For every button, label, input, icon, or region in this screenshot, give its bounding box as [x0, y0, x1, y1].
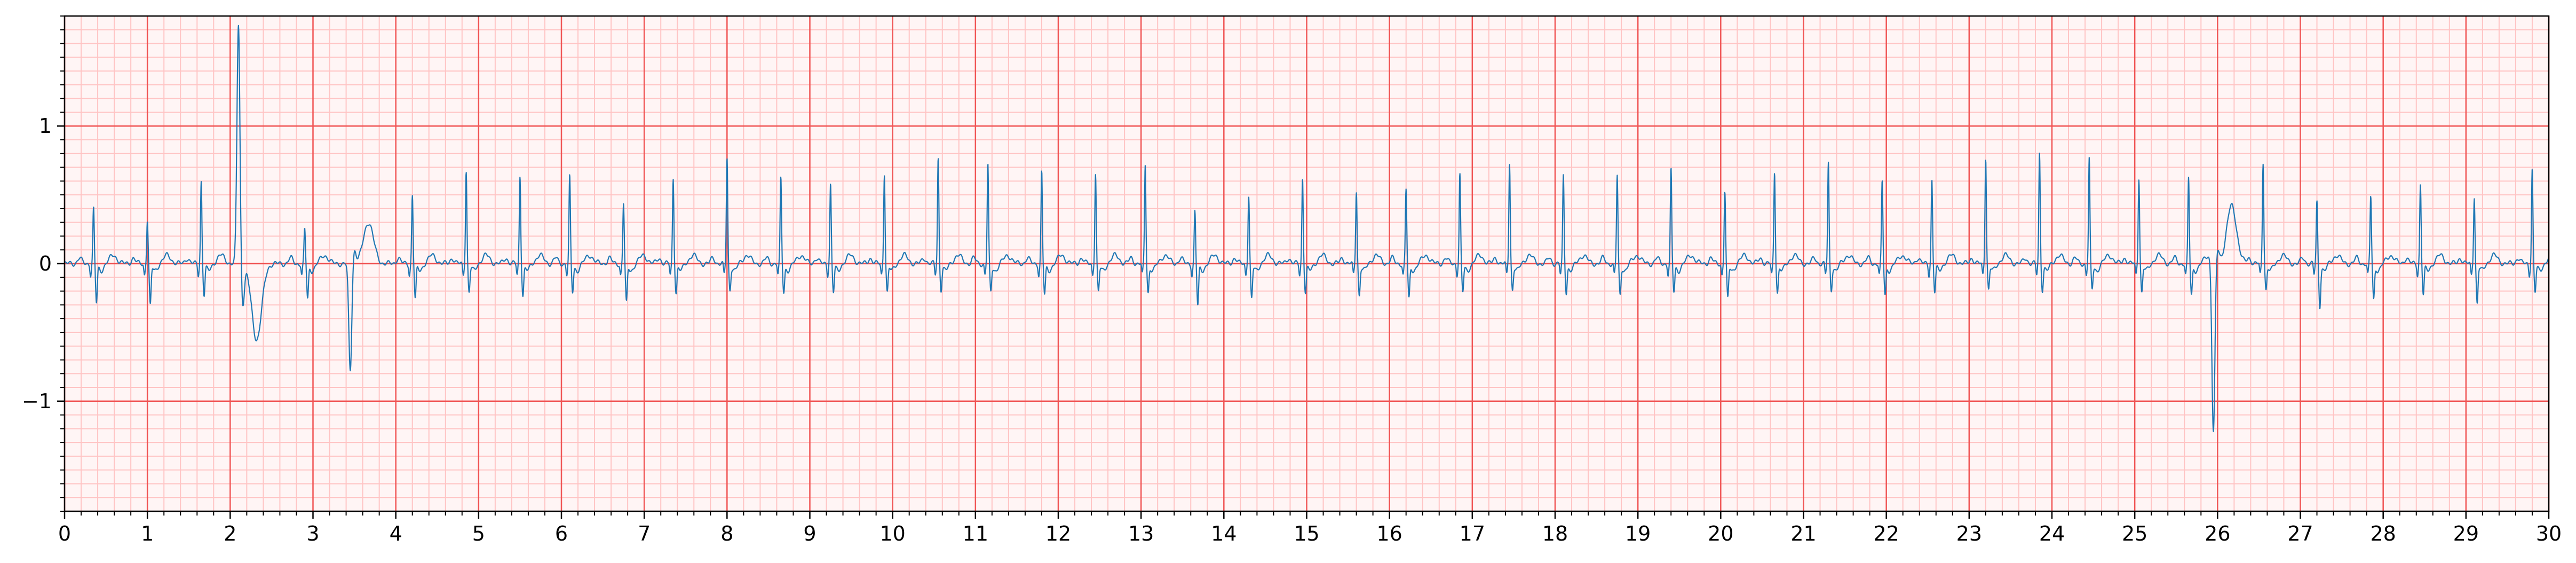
y-tick-label: −1: [22, 390, 52, 413]
ecg-signal-line: [64, 25, 2550, 432]
x-tick-label: 8: [720, 522, 733, 545]
y-tick-label: 1: [39, 114, 52, 138]
x-tick-label: 26: [2205, 522, 2230, 545]
x-tick-label: 7: [638, 522, 651, 545]
x-axis: 0 1 2 3 4 5 6 7 8 9 10 11 12 13 14 15 16 17 18 19 20 21 22 23 24…: [58, 511, 2562, 545]
x-tick-label: 17: [1460, 522, 1485, 545]
x-tick-label: 10: [879, 522, 905, 545]
x-tick-label: 13: [1128, 522, 1154, 545]
x-tick-label: 6: [555, 522, 568, 545]
y-tick-label: 0: [39, 252, 52, 275]
y-axis: −1 0 1: [22, 15, 65, 512]
x-tick-label: 19: [1625, 522, 1651, 545]
x-tick-label: 3: [306, 522, 319, 545]
x-tick-label: 11: [963, 522, 988, 545]
x-tick-label: 12: [1045, 522, 1071, 545]
x-tick-label: 23: [1956, 522, 1982, 545]
x-tick-label: 2: [224, 522, 236, 545]
x-tick-label: 18: [1542, 522, 1568, 545]
x-tick-label: 24: [2039, 522, 2065, 545]
x-tick-label: 9: [803, 522, 816, 545]
x-tick-label: 27: [2287, 522, 2313, 545]
x-tick-label: 1: [141, 522, 154, 545]
x-tick-label: 4: [390, 522, 402, 545]
x-tick-label: 21: [1790, 522, 1816, 545]
x-tick-label: 22: [1873, 522, 1899, 545]
x-tick-label: 16: [1376, 522, 1402, 545]
x-tick-label: 0: [58, 522, 71, 545]
x-tick-label: 20: [1708, 522, 1733, 545]
x-tick-label: 14: [1211, 522, 1237, 545]
x-tick-label: 29: [2453, 522, 2479, 545]
x-tick-label: 5: [472, 522, 485, 545]
x-tick-label: 28: [2370, 522, 2396, 545]
x-tick-label: 30: [2536, 522, 2562, 545]
plot-area: [64, 15, 2550, 512]
x-tick-label: 15: [1294, 522, 1319, 545]
x-tick-label: 25: [2122, 522, 2147, 545]
